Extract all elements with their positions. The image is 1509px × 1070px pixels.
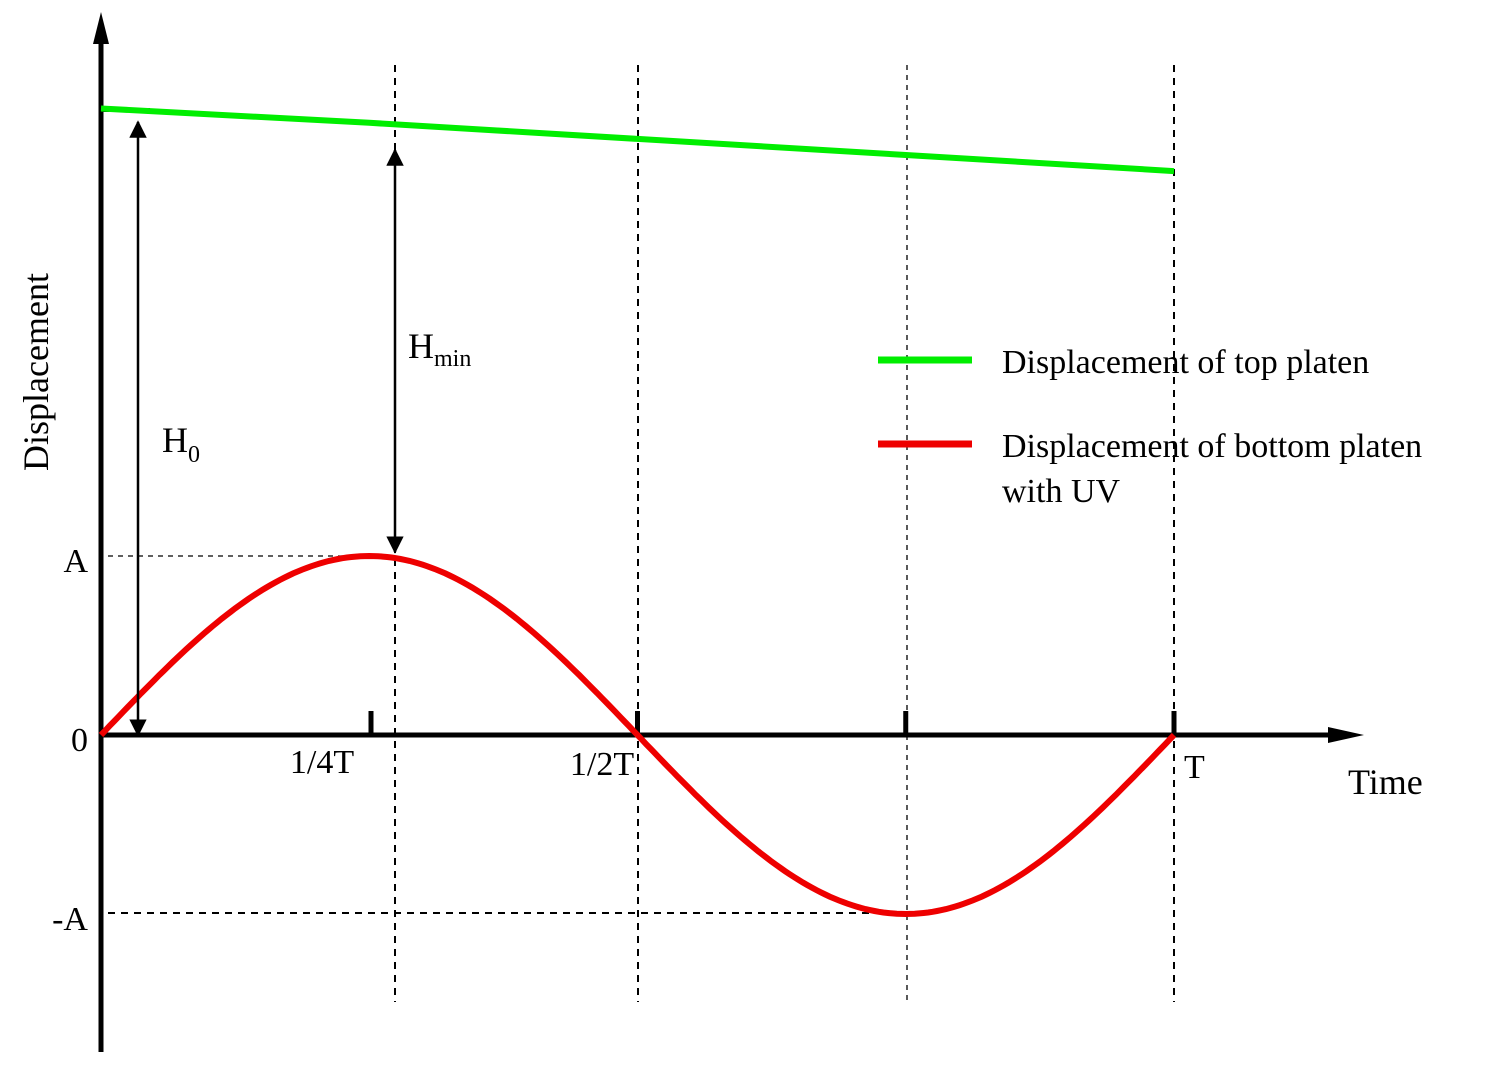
legend-label-bottom-platen-line2: with UV <box>1002 473 1121 510</box>
legend-label-bottom-platen-line1: Displacement of bottom platen <box>1002 428 1422 465</box>
legend-label-top-platen: Displacement of top platen <box>1002 344 1369 381</box>
x-axis-title: Time <box>1348 762 1423 802</box>
x-tick-label-3: T <box>1184 749 1205 786</box>
series-bottom-platen <box>98 552 1177 918</box>
y-ticks: A 0 -A <box>52 543 88 938</box>
h0-label: H0 <box>162 420 200 468</box>
legend: Displacement of top platen Displacement … <box>878 344 1422 510</box>
y-tick-label-2: -A <box>52 901 88 938</box>
y-tick-label-1: 0 <box>71 722 88 759</box>
x-ticks: 1/4T 1/2T T <box>290 711 1205 786</box>
x-tick-label-1: 1/2T <box>570 746 634 783</box>
x-axis-arrow-icon <box>1328 727 1364 743</box>
series-top-platen <box>100 105 1175 175</box>
x-tick-label-0: 1/4T <box>290 744 354 781</box>
y-tick-label-0: A <box>63 543 88 580</box>
y-axis-title: Displacement <box>16 273 56 471</box>
hmin-label: Hmin <box>408 326 471 372</box>
y-axis-arrow-icon <box>93 12 109 44</box>
